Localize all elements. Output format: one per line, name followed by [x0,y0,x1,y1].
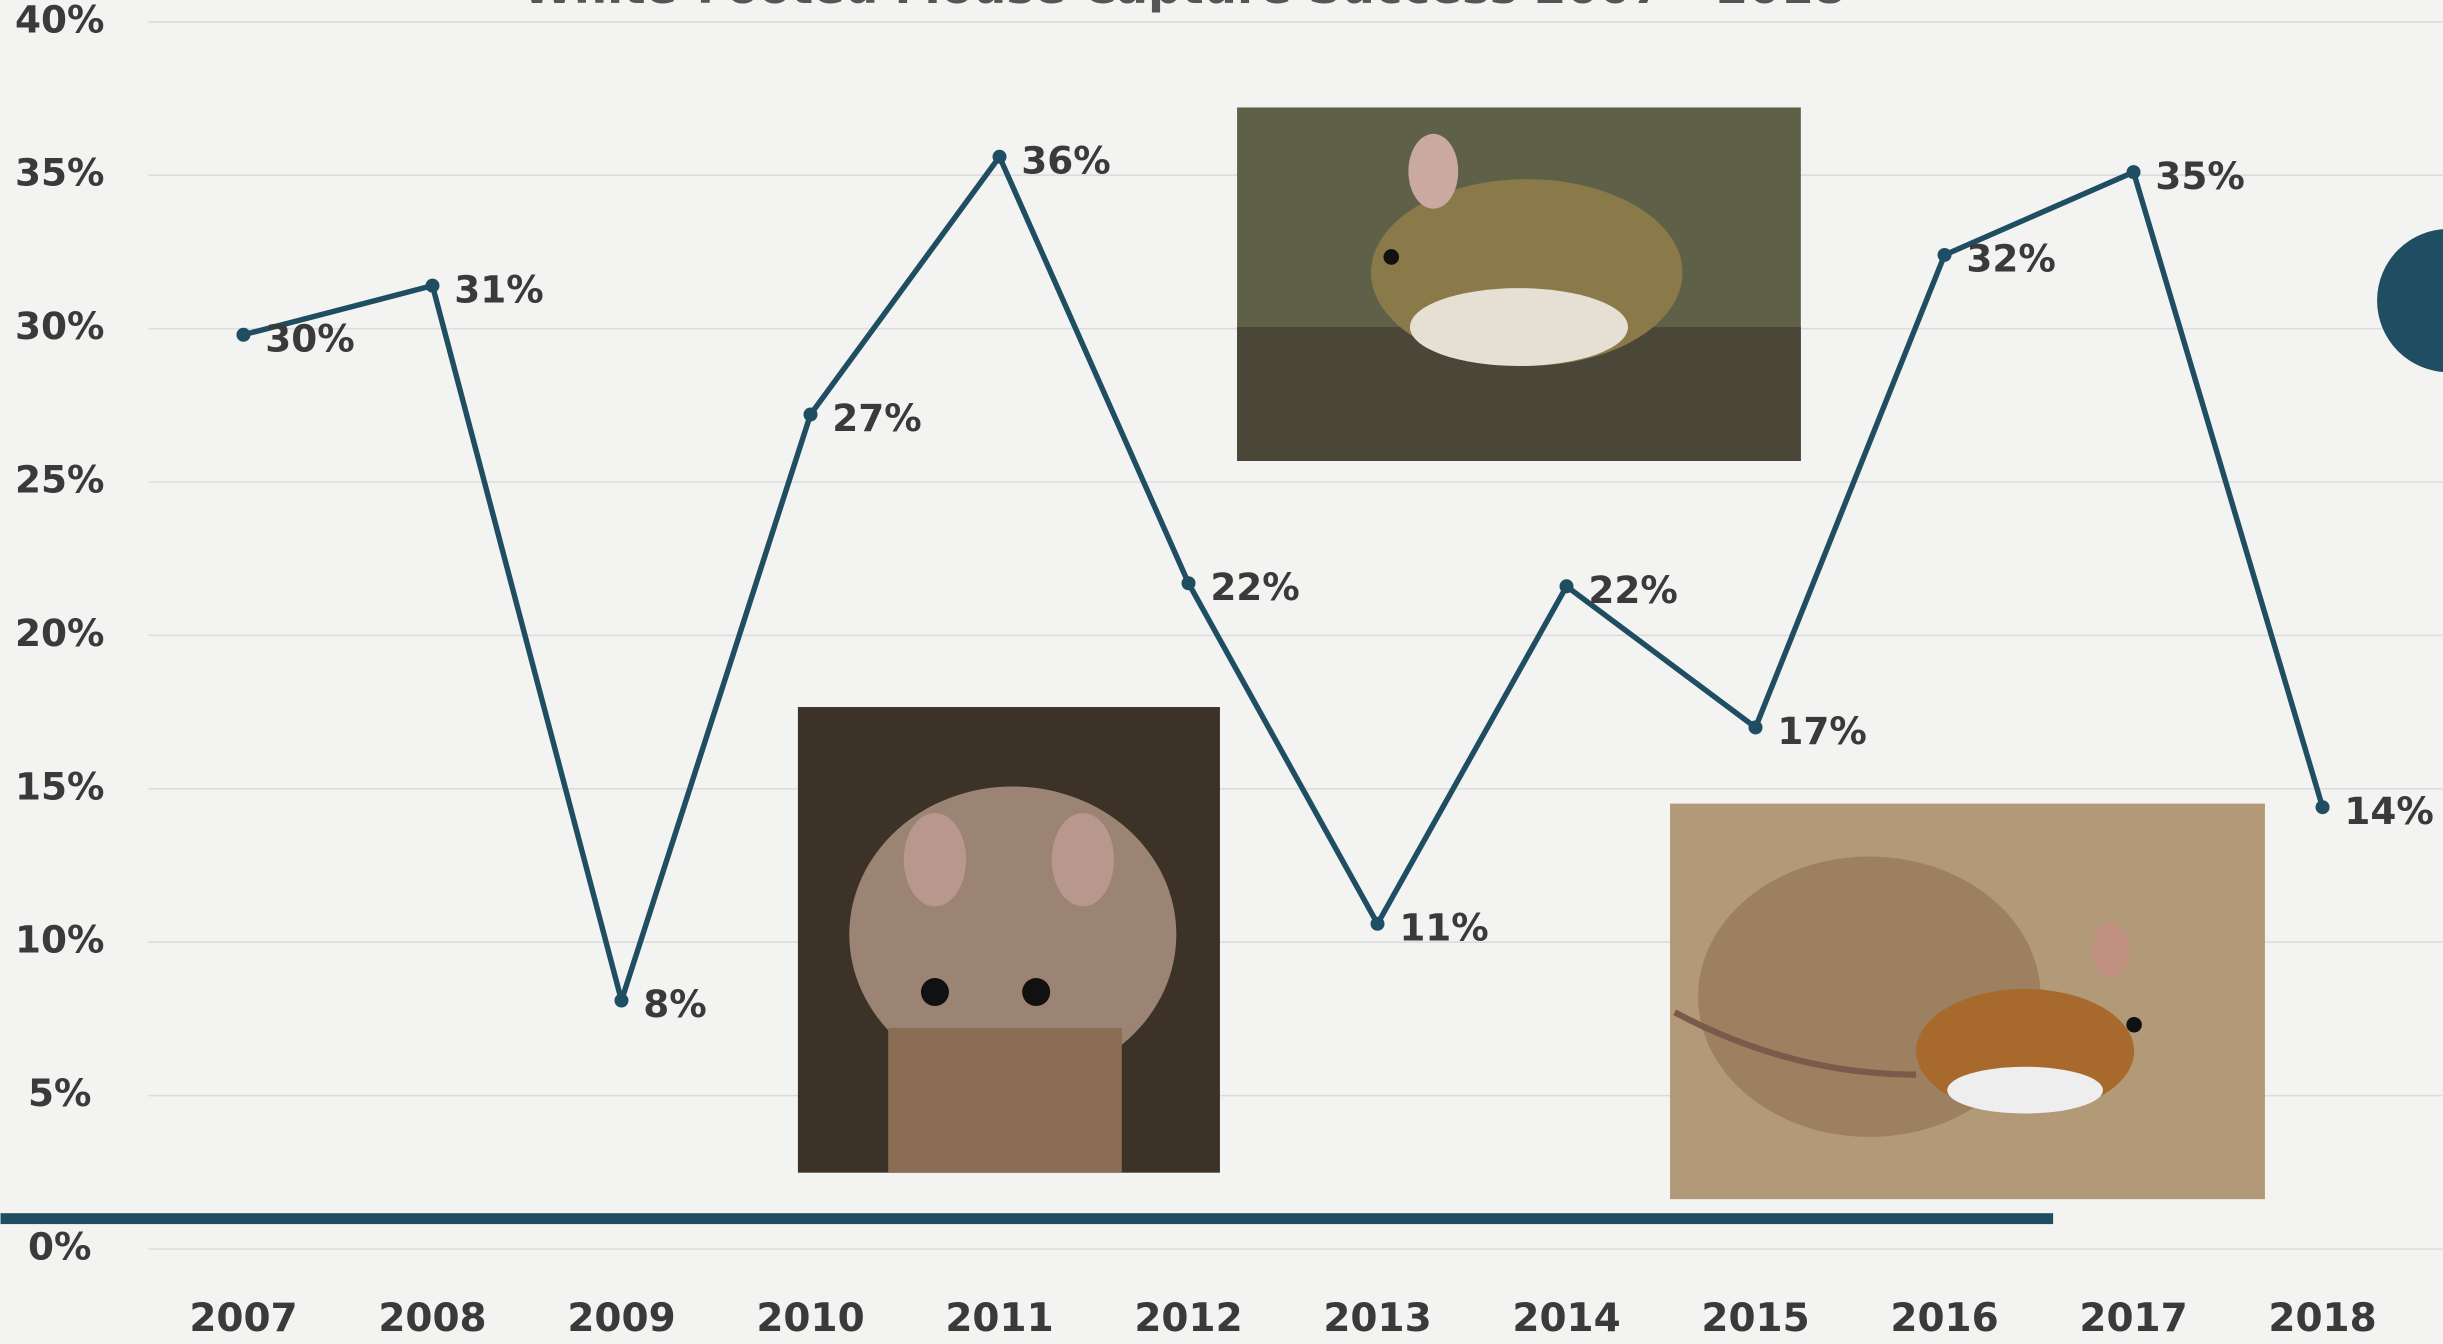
point [1559,579,1574,594]
data-label: 30% [265,316,354,360]
data-label: 14% [2344,789,2433,833]
y-tick-label: 0% [28,1225,91,1269]
point [1748,720,1763,735]
x-tick-label: 2014 [1512,1296,1620,1341]
y-tick-label: 15% [15,764,104,808]
point [1181,576,1196,591]
point [1370,916,1385,931]
point [803,407,818,422]
data-label: 22% [1210,565,1299,609]
plot: 2007 2008 2009 2010 2011 2012 2013 2014 2015 2016… [189,139,2433,1342]
bottom-bar [0,1213,2054,1225]
x-tick-label: 2009 [567,1296,675,1341]
y-tick-label: 5% [28,1071,91,1115]
point [992,149,1007,164]
data-label: 11% [1399,906,1488,950]
point [236,327,251,342]
x-tick-label: 2007 [189,1296,297,1341]
x-tick-label: 2018 [2268,1296,2376,1341]
data-label: 22% [1588,568,1677,612]
x-tick-label: 2008 [378,1296,486,1341]
x-tick-label: 2017 [2079,1296,2187,1341]
photo-top [1237,107,1801,461]
data-label: 35% [2155,154,2244,198]
x-tick-label: 2012 [1134,1296,1242,1341]
photo-right [1670,803,2265,1200]
point [614,993,629,1008]
x-tick-label: 2011 [945,1296,1053,1341]
point [425,278,440,293]
y-tick-label: 25% [15,458,104,502]
photo-left [797,707,1220,1173]
y-tick-label: 30% [15,304,104,348]
y-tick-label: 40% [15,0,104,41]
x-tick-label: 2013 [1323,1296,1431,1341]
x-tick-label: 2010 [756,1296,864,1341]
x-tick-label: 2016 [1890,1296,1998,1341]
data-label: 36% [1021,139,1110,183]
data-label: 8% [643,982,706,1026]
x-tick-label: 2015 [1701,1296,1809,1341]
chart-title: White-Footed Mouse Capture Success 2007 … [522,0,1845,15]
data-label: 31% [454,267,543,311]
line [242,154,2326,1004]
point [2315,800,2330,815]
point [2126,165,2141,180]
data-label: 32% [1966,237,2055,281]
data-label: 27% [832,396,921,440]
point [1937,247,1952,262]
y-tick-label: 35% [15,151,104,195]
data-label: 17% [1777,709,1866,753]
y-tick-label: 10% [15,918,104,962]
y-tick-label: 20% [15,611,104,655]
corner-circle [2377,229,2443,372]
